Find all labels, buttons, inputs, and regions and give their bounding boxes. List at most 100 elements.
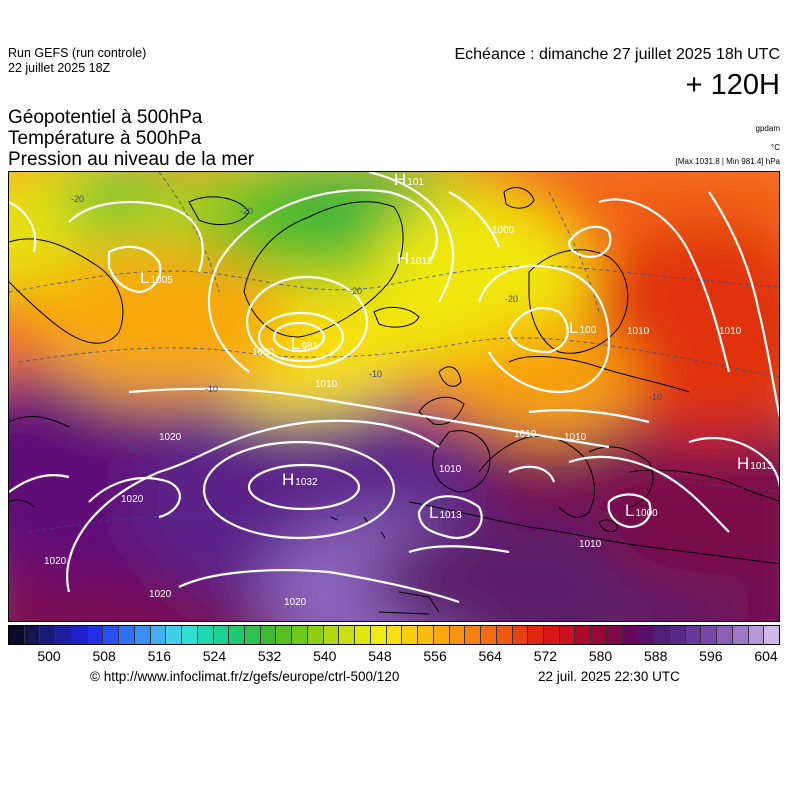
- colorbar-swatch: [166, 626, 183, 644]
- pressure-center-high: H101: [394, 172, 424, 189]
- isotherm-label: -20: [240, 206, 253, 216]
- colorbar-swatch: [575, 626, 592, 644]
- weather-map-svg: H1032 H1012 H1013 H101 L981 L1013 L1000 L1005 L1…: [9, 172, 779, 621]
- colorbar-swatch: [119, 626, 135, 644]
- colorbar-swatch: [260, 626, 277, 644]
- colorbar-swatch: [465, 626, 482, 644]
- colorbar-swatch: [622, 626, 639, 644]
- colorbar-swatch: [701, 626, 718, 644]
- colorbar-swatch: [748, 626, 765, 644]
- issue-time: 22 juil. 2025 22:30 UTC: [538, 669, 680, 684]
- colorbar-swatch: [307, 626, 324, 644]
- colorbar-swatch: [418, 626, 434, 644]
- isobar-label: 1000: [492, 225, 515, 236]
- colorbar-swatch: [591, 626, 607, 644]
- colorbar-swatch: [481, 626, 497, 644]
- colorbar-tick-label: 532: [257, 648, 282, 664]
- isotherm-label: -20: [71, 194, 84, 204]
- pressure-center-low: L1000: [625, 501, 658, 520]
- isotherm-label: -20: [505, 294, 518, 304]
- colorbar-swatch: [213, 626, 230, 644]
- colorbar-tick-label: 588: [644, 648, 668, 664]
- credit-url: © http://www.infoclimat.fr/z/gefs/europe…: [90, 669, 400, 684]
- colorbar-swatch: [669, 626, 686, 644]
- isobar-label: 1010: [579, 539, 602, 550]
- colorbar-tick-label: 580: [588, 648, 613, 664]
- colorbar-swatch: [292, 626, 308, 644]
- pressure-center-low: L1013: [429, 503, 462, 522]
- colorbar-ticks: 500 508 516 524 532 540 548 556 564 572 580 588 596 6…: [0, 648, 788, 668]
- colorbar-swatch: [103, 626, 120, 644]
- colorbar-swatch: [87, 626, 104, 644]
- isobar-label: 1020: [149, 589, 172, 600]
- isobar-label: 1010: [439, 464, 462, 475]
- param-temperature: Température à 500hPa: [8, 128, 202, 149]
- map-labels: H1032 H1012 H1013 H101 L981 L1013 L1000 L1005 L1…: [44, 172, 773, 608]
- colorbar-swatch: [654, 626, 670, 644]
- pressure-center-high: H1013: [737, 454, 773, 473]
- pressure-center-low: L100: [569, 318, 597, 337]
- isotherm-label: -10: [369, 369, 382, 379]
- pressure-center-high: H1032: [282, 470, 318, 489]
- weather-map: H1032 H1012 H1013 H101 L981 L1013 L1000 L1005 L1…: [8, 171, 780, 622]
- isobar-label: 1000: [252, 347, 275, 358]
- unit-pressure: [Max 1031.8 | Min 981.4] hPa: [675, 157, 780, 166]
- colorbar-tick-label: 524: [202, 648, 227, 664]
- colorbar-tick-label: 540: [313, 648, 337, 664]
- colorbar-swatch: [370, 626, 387, 644]
- isobar-label: 1010: [315, 379, 338, 390]
- colorbar-swatch: [71, 626, 88, 644]
- run-name: Run GEFS (run controle): [8, 46, 147, 60]
- colorbar-swatch: [245, 626, 261, 644]
- colorbar-tick-label: 548: [368, 648, 392, 664]
- colorbar-swatch: [512, 626, 529, 644]
- isobar-label: 1020: [284, 597, 307, 608]
- isobar-label: 1010: [719, 326, 742, 337]
- colorbar-swatch: [606, 626, 623, 644]
- colorbar-tick-label: 556: [423, 648, 447, 664]
- run-date: 22 juillet 2025 18Z: [8, 61, 111, 75]
- colorbar-swatch: [323, 626, 340, 644]
- colorbar-swatch: [339, 626, 356, 644]
- colorbar-swatch: [543, 626, 560, 644]
- colorbar-swatch: [276, 626, 293, 644]
- param-pressure: Pression au niveau de la mer: [8, 149, 255, 170]
- colorbar-swatch: [528, 626, 544, 644]
- isobar-label: 1020: [159, 432, 182, 443]
- colorbar-tick-label: 508: [92, 648, 116, 664]
- colorbar-swatch: [134, 626, 151, 644]
- colorbar-swatch: [182, 626, 198, 644]
- isobar-label: 1020: [44, 556, 67, 567]
- colorbar-swatch: [449, 626, 466, 644]
- pressure-center-high: H1012: [397, 249, 433, 268]
- colorbar-swatch: [559, 626, 576, 644]
- valid-time: Echéance : dimanche 27 juillet 2025 18h …: [454, 46, 780, 63]
- geopotential-field: [9, 172, 779, 621]
- colorbar-swatch: [229, 626, 246, 644]
- param-geopotential: Géopotentiel à 500hPa: [8, 107, 203, 128]
- isobar-label: 1020: [121, 494, 144, 505]
- colorbar-tick-label: 564: [478, 648, 502, 664]
- unit-temperature: °C: [771, 143, 780, 152]
- colorbar-tick-label: 500: [37, 648, 61, 664]
- colorbar-swatch: [764, 626, 779, 644]
- isotherm-label: -10: [124, 444, 137, 454]
- colorbar-swatch: [150, 626, 167, 644]
- colorbar-swatch: [685, 626, 702, 644]
- colorbar-swatch: [386, 626, 403, 644]
- isobar-label: 1010: [564, 432, 587, 443]
- colorbar-swatch: [638, 626, 655, 644]
- isobar-label: 1010: [627, 326, 650, 337]
- colorbar-swatch: [433, 626, 450, 644]
- colorbar-swatch: [56, 626, 72, 644]
- colorbar-tick-label: 516: [147, 648, 171, 664]
- isobar-label: 1010: [514, 429, 537, 440]
- colorbar-tick-label: 596: [699, 648, 723, 664]
- colorbar-swatch: [40, 626, 57, 644]
- isotherm-label: -10: [649, 392, 662, 402]
- colorbar-tick-label: 572: [533, 648, 558, 664]
- isotherm-label: -20: [349, 286, 362, 296]
- colorbar-swatch: [402, 626, 419, 644]
- isotherm-label: -10: [205, 384, 218, 394]
- unit-geopotential: gpdam: [755, 124, 780, 133]
